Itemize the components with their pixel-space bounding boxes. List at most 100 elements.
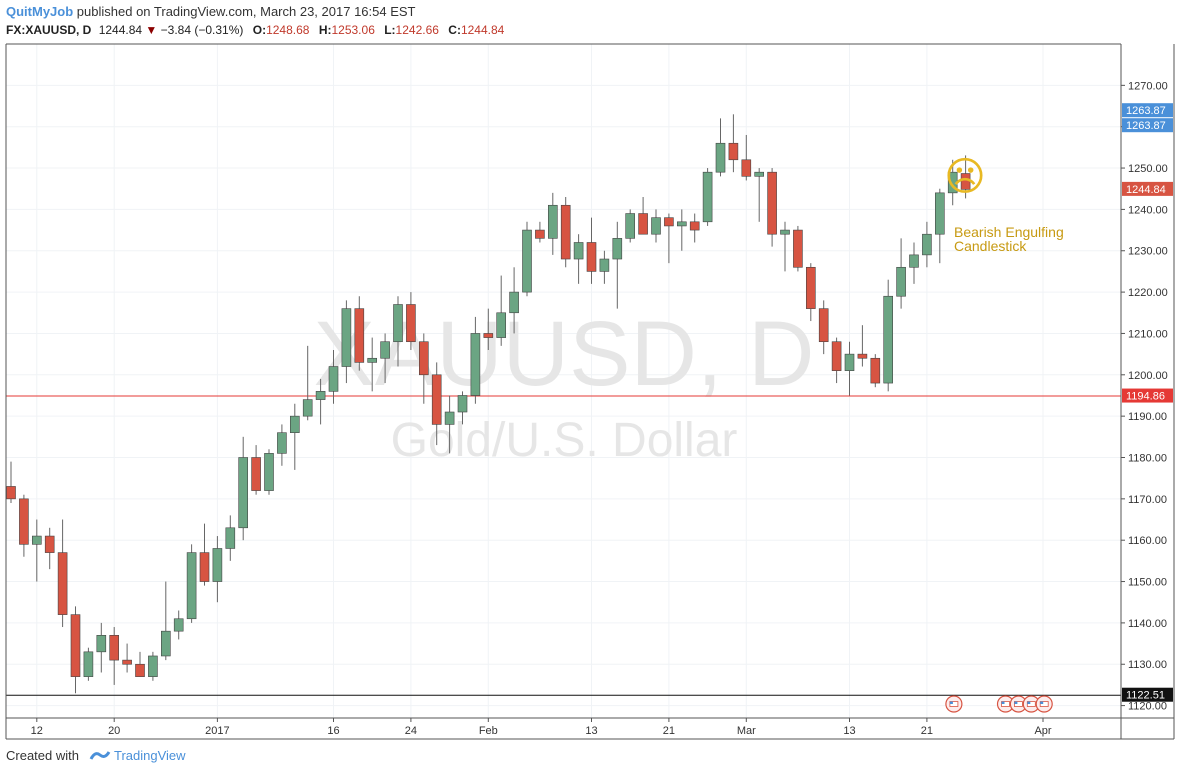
- x-tick-label: 13: [843, 725, 855, 737]
- price-change: −3.84 (−0.31%): [160, 23, 244, 37]
- annotation-line2: Candlestick: [954, 238, 1027, 254]
- candle: [831, 337, 842, 384]
- high-value: 1253.06: [331, 23, 375, 37]
- candle-body: [780, 229, 790, 235]
- candle-body: [805, 266, 816, 309]
- candle-body: [664, 217, 674, 227]
- candle: [380, 333, 390, 384]
- candle: [367, 337, 378, 392]
- candle-body: [31, 535, 42, 545]
- candle-body: [173, 618, 184, 632]
- candle-body: [19, 498, 29, 545]
- author-link[interactable]: QuitMyJob: [6, 4, 74, 19]
- us-flag-icon: [1022, 695, 1040, 713]
- candle-body: [547, 204, 558, 239]
- candle-body: [638, 213, 648, 235]
- candle-body: [380, 341, 390, 359]
- event-markers: [945, 695, 1053, 713]
- candle: [277, 424, 287, 466]
- candle-body: [83, 651, 94, 677]
- candle-body: [470, 333, 481, 396]
- candle: [857, 325, 868, 367]
- candle-body: [457, 395, 468, 413]
- y-tick-label: 1220.00: [1128, 287, 1168, 299]
- tradingview-link[interactable]: TradingView: [89, 748, 186, 763]
- candle-body: [212, 548, 223, 582]
- x-tick-label: 13: [585, 725, 597, 737]
- candle: [651, 209, 661, 243]
- candle: [457, 391, 468, 425]
- x-tick-label: 24: [405, 725, 417, 737]
- open-value: 1248.68: [266, 23, 310, 37]
- y-tick-label: 1150.00: [1128, 577, 1167, 589]
- candle-body: [367, 357, 378, 363]
- candle: [844, 341, 855, 396]
- x-tick-label: 21: [663, 725, 675, 737]
- price-labels: 1263.87 1263.87 1244.84 1194.86 1122.51: [1122, 103, 1173, 702]
- candle: [354, 296, 365, 371]
- candle-body: [186, 552, 197, 620]
- candle: [148, 651, 158, 681]
- candle: [393, 296, 403, 367]
- tradingview-brand: TradingView: [114, 748, 186, 763]
- candle: [19, 494, 29, 557]
- price-label-text: 1263.87: [1126, 105, 1166, 117]
- candle: [109, 627, 119, 685]
- price-chart[interactable]: XAUUSD, D Gold/U.S. Dollar ☹ Bearish Eng…: [0, 0, 1180, 745]
- candle-body: [573, 242, 584, 260]
- price-label: 1263.87: [1122, 118, 1173, 133]
- candle: [599, 250, 610, 284]
- candle-body: [96, 635, 107, 653]
- y-tick-label: 1180.00: [1128, 452, 1167, 464]
- open-label: O:: [252, 23, 267, 37]
- candle-body: [818, 308, 829, 343]
- candle: [212, 536, 223, 603]
- flag-canton: [1014, 701, 1018, 704]
- y-tick-label: 1140.00: [1128, 618, 1167, 630]
- candle: [689, 213, 700, 243]
- candle-body: [522, 229, 532, 293]
- candle-body: [44, 535, 55, 553]
- annotation[interactable]: ☹ Bearish Engulfing Candlestick: [944, 155, 1064, 254]
- us-flag-icon: [945, 695, 963, 713]
- candle-body: [315, 391, 326, 400]
- candle-body: [277, 432, 287, 454]
- y-tick-label: 1250.00: [1128, 163, 1168, 175]
- candle: [315, 378, 326, 425]
- x-tick-label: 12: [31, 725, 43, 737]
- candle: [805, 263, 816, 322]
- watermark: XAUUSD, D Gold/U.S. Dollar: [314, 303, 815, 467]
- candle-body: [934, 192, 945, 235]
- symbol-name[interactable]: FX:XAUUSD, D: [6, 23, 92, 37]
- candle-body: [728, 142, 739, 161]
- candle-body: [341, 308, 352, 367]
- x-tick-label: Apr: [1034, 725, 1051, 737]
- candle-body: [793, 229, 803, 268]
- candle-body: [689, 221, 700, 231]
- candle-body: [406, 304, 416, 343]
- candle-body: [870, 357, 881, 384]
- candle-body: [509, 291, 519, 314]
- x-tick-label: 20: [108, 725, 120, 737]
- candle: [767, 168, 777, 247]
- candle: [922, 221, 932, 268]
- publish-line: QuitMyJob published on TradingView.com, …: [6, 3, 1176, 21]
- y-tick-label: 1190.00: [1128, 411, 1167, 423]
- candle-body: [251, 457, 261, 491]
- price-label-text: 1244.84: [1126, 184, 1166, 196]
- candle: [444, 395, 455, 454]
- flag-canton: [1040, 701, 1044, 704]
- candle: [535, 221, 545, 243]
- price-label: 1263.87: [1122, 103, 1173, 118]
- candle: [289, 403, 300, 470]
- candle: [122, 643, 132, 673]
- candle: [780, 221, 790, 272]
- y-tick-label: 1240.00: [1128, 204, 1168, 216]
- flag-canton: [1027, 701, 1031, 704]
- candle: [960, 155, 971, 199]
- candle-body: [651, 217, 661, 235]
- time-axis[interactable]: 12 20 2017 16 24 Feb 13 21 Mar 13 21 Apr: [31, 718, 1052, 737]
- x-tick-label: Feb: [479, 725, 498, 737]
- candle: [31, 519, 42, 582]
- candle-body: [831, 341, 842, 371]
